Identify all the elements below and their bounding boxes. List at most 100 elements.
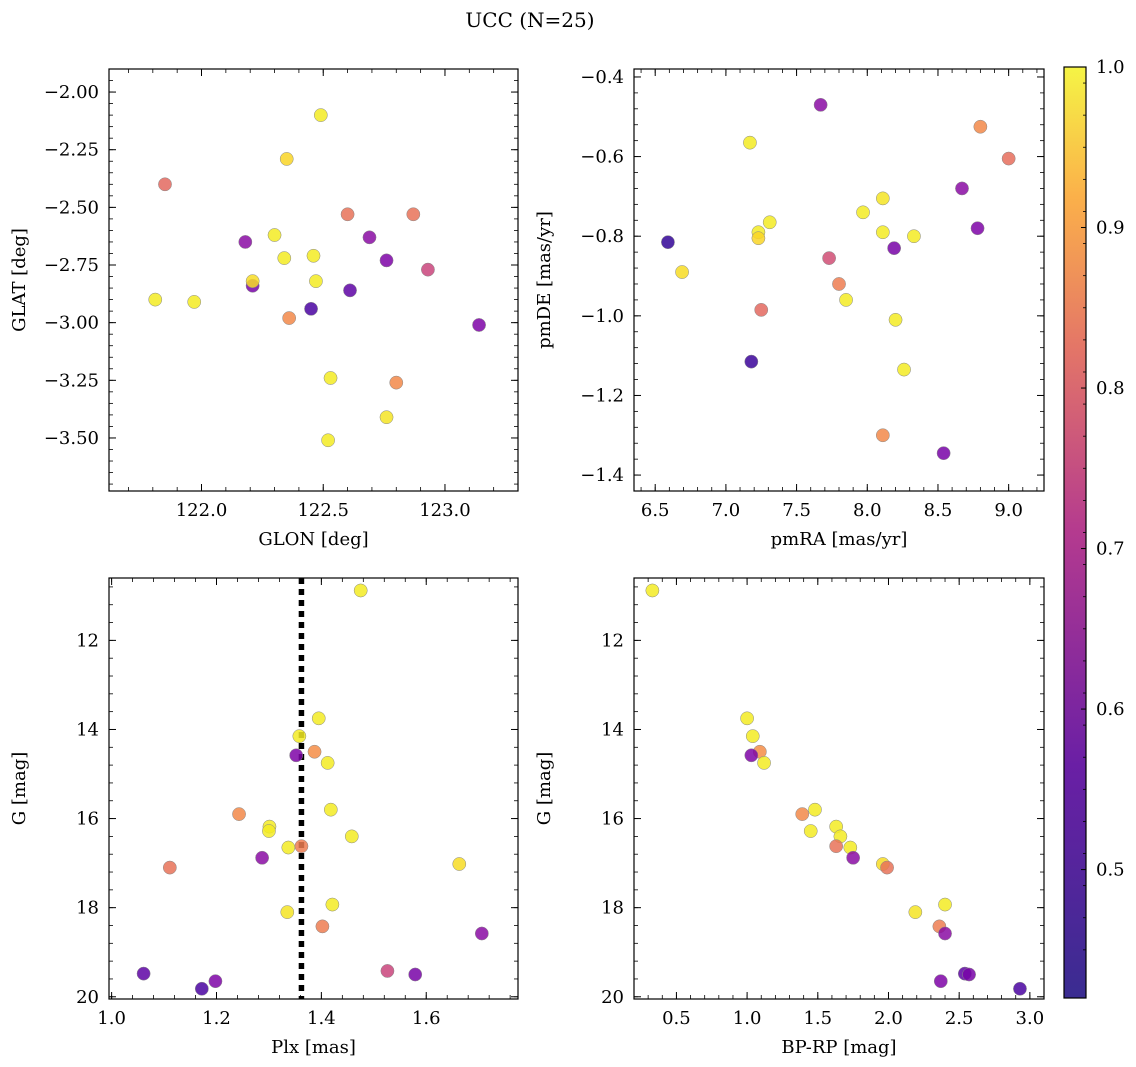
scatter-point — [136, 966, 151, 981]
scatter-point — [294, 839, 309, 854]
colorbar-tick-label: 0.9 — [1096, 218, 1125, 239]
panel-bprp-g: 0.5 1.0 1.5 2.0 2.5 3.0 12 14 16 18 20 BP-RP [mag] G… — [534, 577, 1045, 1058]
y-tick-label: 12 — [601, 630, 624, 651]
y-tick-label: 20 — [76, 987, 99, 1008]
scatter-point — [839, 293, 853, 307]
scatter-point — [379, 410, 394, 425]
scatter-point — [936, 446, 951, 461]
scatter-point — [279, 152, 294, 166]
scatter-points — [148, 108, 486, 448]
y-tick-label: −1.2 — [580, 385, 624, 406]
scatter-point — [973, 119, 988, 134]
x-axis-label: pmRA [mas/yr] — [771, 529, 908, 550]
scatter-points — [645, 583, 1027, 996]
scatter-point — [751, 231, 766, 246]
scatter-point — [321, 433, 335, 448]
scatter-points — [136, 583, 489, 996]
scatter-point — [320, 756, 335, 770]
x-tick-label: 0.5 — [662, 1008, 691, 1029]
y-tick-label: −3.00 — [44, 313, 99, 334]
scatter-point — [744, 354, 759, 369]
scatter-point — [232, 807, 246, 821]
scatter-point — [238, 235, 253, 249]
y-tick-label: −1.0 — [580, 306, 624, 327]
x-axis-label: GLON [deg] — [258, 529, 368, 550]
y-tick-label: −0.8 — [580, 226, 624, 247]
scatter-point — [187, 295, 202, 309]
x-tick-label: 9.0 — [994, 500, 1023, 521]
y-tick-label: −0.6 — [580, 147, 624, 168]
colorbar-tick-label: 0.5 — [1096, 860, 1125, 881]
colorbar-tick-label: 0.6 — [1096, 699, 1125, 720]
scatter-point — [380, 964, 395, 978]
scatter-point — [311, 711, 326, 726]
scatter-point — [822, 251, 836, 265]
y-tick-label: −2.50 — [44, 197, 99, 218]
x-tick-label: 1.2 — [202, 1008, 231, 1029]
x-tick-label: 122.5 — [297, 500, 349, 521]
y-axis-label: G [mag] — [534, 752, 555, 825]
scatter-point — [933, 974, 948, 989]
scatter-point — [408, 967, 423, 982]
scatter-point — [803, 824, 818, 838]
scatter-point — [661, 235, 675, 250]
scatter-point — [846, 850, 860, 865]
scatter-point — [315, 919, 330, 934]
scatter-point — [148, 292, 163, 307]
x-tick-label: 122.0 — [176, 500, 228, 521]
x-axis-label: Plx [mas] — [271, 1037, 356, 1058]
scatter-point — [907, 229, 921, 244]
colorbar-gradient — [1063, 66, 1087, 999]
scatter-point — [813, 97, 828, 112]
scatter-point — [955, 181, 969, 196]
y-tick-label: 16 — [601, 809, 624, 830]
scatter-point — [829, 839, 844, 854]
scatter-point — [277, 251, 292, 265]
y-axis-label: pmDE [mas/yr] — [534, 211, 555, 349]
scatter-point — [281, 840, 296, 855]
scatter-point — [1013, 981, 1027, 996]
x-tick-label: 8.0 — [853, 500, 882, 521]
x-tick-label: 1.0 — [733, 1008, 762, 1029]
x-tick-label: 123.0 — [419, 500, 471, 521]
scatter-point — [323, 802, 338, 817]
scatter-point — [474, 926, 489, 941]
panel-pmra-pmde: 6.5 7.0 7.5 8.0 8.5 9.0 −0.4 −0.6 −0.8 −1.0 −1.2 −1… — [534, 67, 1045, 550]
scatter-point — [875, 225, 890, 240]
x-tick-label: 1.6 — [412, 1008, 441, 1029]
scatter-point — [255, 850, 269, 865]
y-tick-label: −2.75 — [44, 255, 99, 276]
x-tick-label: 8.5 — [924, 500, 953, 521]
scatter-point — [353, 583, 368, 598]
scatter-point — [970, 221, 985, 236]
scatter-point — [280, 905, 295, 919]
y-tick-label: −2.00 — [44, 82, 99, 103]
scatter-point — [1001, 151, 1016, 166]
scatter-point — [675, 265, 689, 279]
scatter-point — [340, 207, 355, 222]
scatter-point — [323, 371, 338, 385]
y-tick-label: 20 — [601, 987, 624, 1008]
scatter-point — [262, 824, 276, 838]
panel-glon-glat: 122.0 122.5 123.0 −2.00 −2.25 −2.50 −2.75 −3.00… — [9, 68, 519, 550]
scatter-point — [292, 729, 307, 744]
scatter-point — [307, 744, 322, 759]
panel-plx-g: 1.0 1.2 1.4 1.6 12 14 16 18 20 Plx [mas] G [mag] — [9, 577, 519, 1058]
colorbar-ticks: 0.5 0.6 0.7 0.8 0.9 1.0 — [1081, 57, 1125, 951]
scatter-point — [421, 262, 435, 277]
scatter-point — [908, 905, 923, 919]
y-tick-label: 12 — [76, 630, 99, 651]
x-tick-label: 1.5 — [803, 1008, 832, 1029]
scatter-point — [897, 362, 911, 377]
x-tick-label: 1.0 — [97, 1008, 126, 1029]
x-tick-label: 6.5 — [641, 500, 670, 521]
scatter-point — [282, 311, 297, 325]
scatter-point — [472, 318, 486, 332]
x-tick-label: 7.0 — [712, 500, 741, 521]
y-tick-label: 14 — [601, 719, 624, 740]
scatter-point — [875, 191, 890, 206]
y-tick-label: 16 — [76, 809, 99, 830]
scatter-point — [245, 274, 260, 289]
scatter-point — [208, 974, 223, 989]
